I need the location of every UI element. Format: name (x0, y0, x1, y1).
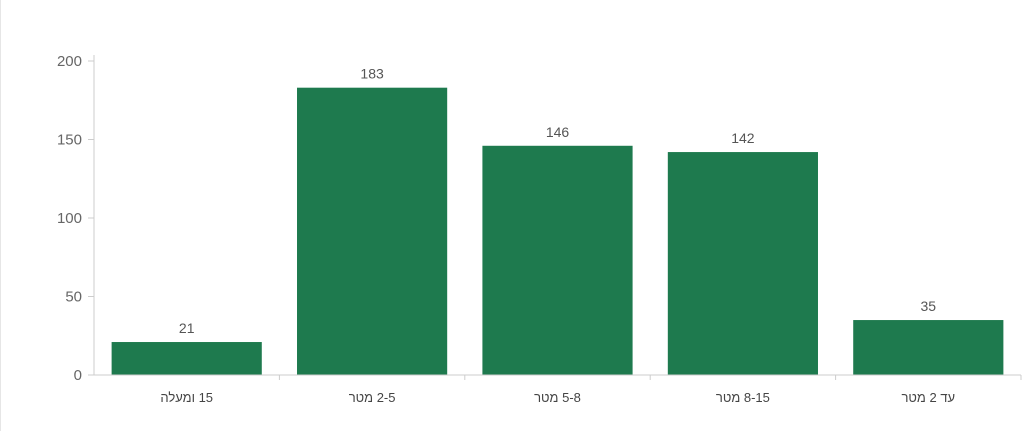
y-tick-label: 50 (65, 289, 82, 306)
y-tick-label: 200 (57, 53, 82, 70)
y-tick-label: 100 (57, 210, 82, 227)
bar[interactable] (297, 87, 448, 375)
bar[interactable] (853, 320, 1004, 375)
bars: 21 183 146 142 35 (111, 66, 1004, 375)
bar-value-label: 21 (179, 320, 195, 336)
bar-value-label: 183 (360, 66, 384, 82)
x-category-label: 2-5 מטר (349, 390, 396, 405)
y-tick-label: 0 (74, 367, 82, 384)
y-tick-label: 150 (57, 132, 82, 149)
bar-value-label: 35 (921, 298, 937, 314)
bar[interactable] (667, 152, 818, 375)
x-category-label: 8-15 מטר (716, 390, 770, 405)
bar[interactable] (482, 145, 633, 375)
x-category-label: 5-8 מטר (534, 390, 581, 405)
y-axis: 0 50 100 150 200 (57, 53, 95, 384)
bar[interactable] (111, 342, 262, 375)
x-category-label: 15 ומעלה (160, 390, 213, 405)
x-axis: 15 ומעלה 2-5 מטר 5-8 מטר 8-15 מטר עד 2 מטר (94, 374, 1022, 405)
x-category-label: עד 2 מטר (901, 390, 955, 405)
bar-value-label: 146 (546, 124, 570, 140)
bar-value-label: 142 (731, 130, 755, 146)
